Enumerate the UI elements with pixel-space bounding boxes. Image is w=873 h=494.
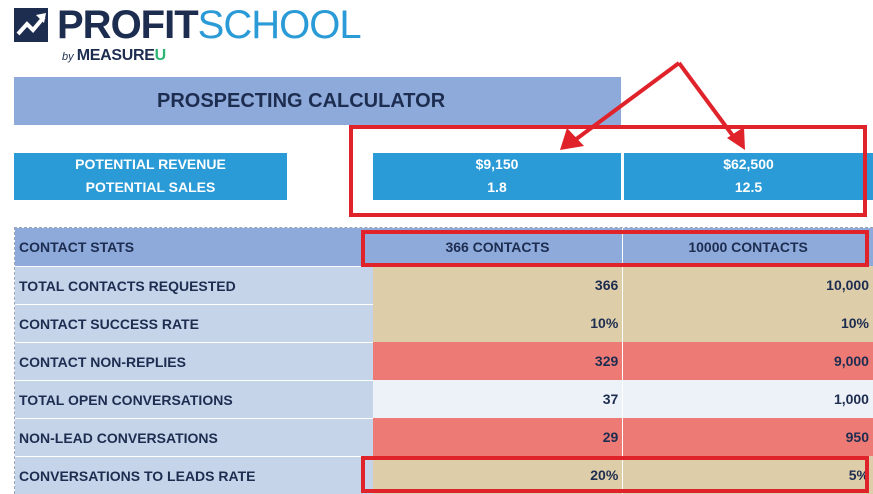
potential-revenue-label: POTENTIAL REVENUE bbox=[75, 156, 226, 172]
annotation-box-leads-rate bbox=[361, 456, 869, 493]
row-label: TOTAL OPEN CONVERSATIONS bbox=[15, 380, 373, 418]
row-label: CONTACT SUCCESS RATE bbox=[15, 304, 373, 342]
header-col-2: 10000 CONTACTS bbox=[623, 228, 873, 266]
potential-revenue-value-2: $62,500 bbox=[723, 156, 774, 172]
row-label: CONVERSATIONS TO LEADS RATE bbox=[15, 456, 373, 494]
logo-by: by bbox=[62, 51, 74, 63]
table-row: CONTACT NON-REPLIES 329 9,000 bbox=[15, 342, 873, 380]
trending-up-icon bbox=[14, 8, 48, 42]
annotation-box-potential bbox=[349, 125, 867, 217]
table-header-row: CONTACT STATS 366 CONTACTS 10000 CONTACT… bbox=[15, 228, 873, 266]
potential-sales-value-1: 1.8 bbox=[487, 179, 507, 195]
contact-stats-table: CONTACT STATS 366 CONTACTS 10000 CONTACT… bbox=[14, 227, 873, 494]
table-row: NON-LEAD CONVERSATIONS 29 950 bbox=[15, 418, 873, 456]
logo-measure: MEASURE bbox=[76, 47, 155, 64]
potential-revenue-value-1: $9,150 bbox=[475, 156, 519, 172]
potential-labels: POTENTIAL REVENUE POTENTIAL SALES bbox=[14, 153, 287, 200]
table-row: TOTAL CONTACTS REQUESTED 366 10,000 bbox=[15, 266, 873, 304]
header-label: CONTACT STATS bbox=[15, 228, 373, 266]
row-value-2[interactable]: 10% bbox=[623, 304, 873, 342]
table-row: CONTACT SUCCESS RATE 10% 10% bbox=[15, 304, 873, 342]
row-value-2[interactable]: 5% bbox=[623, 456, 873, 494]
row-label: NON-LEAD CONVERSATIONS bbox=[15, 418, 373, 456]
logo-byline: by MEASUREU bbox=[62, 48, 166, 65]
logo-u: U bbox=[154, 47, 167, 64]
row-label: CONTACT NON-REPLIES bbox=[15, 342, 373, 380]
row-value-1[interactable]: 10% bbox=[372, 304, 624, 342]
potential-sales-label: POTENTIAL SALES bbox=[85, 179, 216, 195]
table-row: TOTAL OPEN CONVERSATIONS 37 1,000 bbox=[15, 380, 873, 418]
logo-school: SCHOOL bbox=[197, 3, 362, 47]
header-col-1: 366 CONTACTS bbox=[372, 228, 624, 266]
row-value-2[interactable]: 10,000 bbox=[623, 266, 873, 304]
row-value-2: 9,000 bbox=[623, 342, 873, 380]
row-label: TOTAL CONTACTS REQUESTED bbox=[15, 266, 373, 304]
page-title: PROSPECTING CALCULATOR bbox=[14, 77, 621, 125]
row-value-1[interactable]: 20% bbox=[372, 456, 624, 494]
logo-profit: PROFIT bbox=[57, 3, 199, 47]
row-value-2: 1,000 bbox=[623, 380, 873, 418]
potential-sales-value-2: 12.5 bbox=[734, 179, 763, 195]
potential-col-1: $9,150 1.8 bbox=[373, 153, 621, 200]
table-row: CONVERSATIONS TO LEADS RATE 20% 5% bbox=[15, 456, 873, 494]
row-value-1: 329 bbox=[372, 342, 624, 380]
row-value-1: 37 bbox=[372, 380, 624, 418]
row-value-1: 29 bbox=[372, 418, 624, 456]
annotation-box-contacts bbox=[361, 230, 869, 267]
row-value-2: 950 bbox=[623, 418, 873, 456]
row-value-1[interactable]: 366 bbox=[372, 266, 624, 304]
logo-wordmark: PROFITSCHOOL bbox=[57, 1, 362, 49]
potential-col-2: $62,500 12.5 bbox=[624, 153, 873, 200]
